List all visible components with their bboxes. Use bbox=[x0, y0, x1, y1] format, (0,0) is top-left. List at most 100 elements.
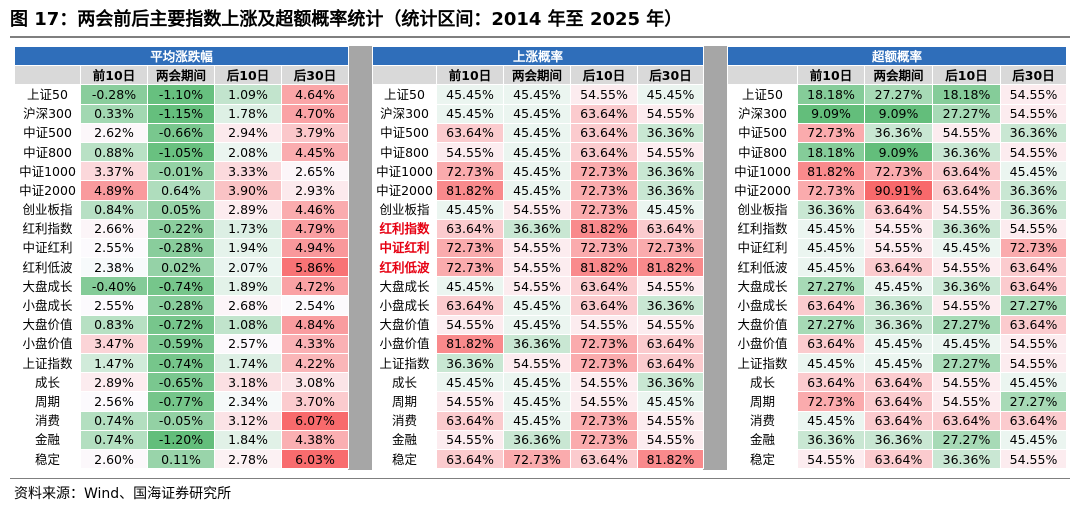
value-cell: 72.73% bbox=[436, 257, 504, 278]
value-cell: 2.68% bbox=[214, 295, 282, 316]
value-cell: 36.36% bbox=[436, 352, 504, 374]
value-cell: 45.45% bbox=[503, 161, 571, 182]
value-cell: 36.36% bbox=[999, 199, 1068, 220]
value-cell: 2.07% bbox=[214, 257, 282, 278]
value-cell: 54.55% bbox=[503, 352, 571, 374]
value-cell: 63.64% bbox=[797, 372, 865, 393]
value-cell: 54.55% bbox=[864, 237, 933, 259]
value-cell: 90.91% bbox=[864, 180, 933, 201]
column-header: 两会期间 bbox=[864, 65, 933, 86]
row-label: 上证指数 bbox=[14, 352, 81, 374]
value-cell: 45.45% bbox=[932, 237, 1001, 259]
table-row: 上证指数 1.47% -0.74% 1.74% 4.22% bbox=[14, 352, 350, 374]
value-cell: 63.64% bbox=[436, 122, 504, 143]
value-cell: 45.45% bbox=[864, 352, 933, 374]
table-row: 创业板指 36.36% 63.64% 54.55% 36.36% bbox=[727, 199, 1068, 220]
value-cell: 72.73% bbox=[436, 237, 504, 259]
column-header-row: 前10日 两会期间 后10日 后30日 bbox=[727, 65, 1068, 86]
row-label: 金融 bbox=[727, 429, 798, 450]
value-cell: 45.45% bbox=[636, 199, 705, 220]
value-cell: 81.82% bbox=[570, 218, 638, 239]
value-cell: 54.55% bbox=[999, 141, 1068, 163]
column-header: 后30日 bbox=[280, 65, 350, 86]
table-row: 中证2000 81.82% 45.45% 72.73% 36.36% bbox=[372, 180, 705, 201]
table-row: 上证指数 45.45% 45.45% 27.27% 54.55% bbox=[727, 352, 1068, 374]
row-label: 中证800 bbox=[727, 141, 798, 163]
row-label: 沪深300 bbox=[372, 103, 437, 124]
value-cell: -0.05% bbox=[147, 410, 215, 431]
table-row: 大盘成长 -0.40% -0.74% 1.89% 4.72% bbox=[14, 276, 350, 297]
value-cell: 45.45% bbox=[503, 314, 571, 335]
value-cell: 2.34% bbox=[214, 391, 282, 412]
value-cell: 36.36% bbox=[932, 276, 1001, 297]
column-header: 后30日 bbox=[999, 65, 1068, 86]
value-cell: 72.73% bbox=[797, 391, 865, 412]
value-cell: 63.64% bbox=[932, 180, 1001, 201]
value-cell: 4.94% bbox=[280, 237, 350, 259]
value-cell: 54.55% bbox=[436, 429, 504, 450]
table-row: 中证500 63.64% 45.45% 63.64% 36.36% bbox=[372, 122, 705, 143]
value-cell: -0.74% bbox=[147, 352, 215, 374]
value-cell: 63.64% bbox=[999, 410, 1068, 431]
value-cell: 54.55% bbox=[570, 314, 638, 335]
value-cell: 27.27% bbox=[932, 429, 1001, 450]
value-cell: -0.74% bbox=[147, 276, 215, 297]
value-cell: 63.64% bbox=[570, 295, 638, 316]
value-cell: 4.38% bbox=[280, 429, 350, 450]
value-cell: 2.60% bbox=[80, 448, 148, 470]
value-cell: 0.11% bbox=[147, 448, 215, 470]
value-cell: 54.55% bbox=[570, 84, 638, 105]
row-label: 小盘价值 bbox=[727, 333, 798, 355]
value-cell: 54.55% bbox=[932, 295, 1001, 316]
value-cell: 72.73% bbox=[570, 199, 638, 220]
value-cell: 36.36% bbox=[636, 161, 705, 182]
table-row: 成长 2.89% -0.65% 3.18% 3.08% bbox=[14, 372, 350, 393]
value-cell: 54.55% bbox=[864, 218, 933, 239]
table-row: 小盘成长 63.64% 45.45% 63.64% 36.36% bbox=[372, 295, 705, 316]
value-cell: 45.45% bbox=[503, 141, 571, 163]
value-cell: 18.18% bbox=[932, 84, 1001, 105]
value-cell: 45.45% bbox=[999, 429, 1068, 450]
value-cell: 45.45% bbox=[864, 276, 933, 297]
value-cell: 63.64% bbox=[436, 448, 504, 470]
value-cell: 45.45% bbox=[797, 257, 865, 278]
table-row: 中证800 54.55% 45.45% 63.64% 54.55% bbox=[372, 141, 705, 163]
value-cell: 6.07% bbox=[280, 410, 350, 431]
row-label: 大盘成长 bbox=[14, 276, 81, 297]
value-cell: 1.08% bbox=[214, 314, 282, 335]
value-cell: 4.72% bbox=[280, 276, 350, 297]
table-row: 中证500 2.62% -0.66% 2.94% 3.79% bbox=[14, 122, 350, 143]
value-cell: 36.36% bbox=[797, 429, 865, 450]
value-cell: 54.55% bbox=[932, 122, 1001, 143]
value-cell: 3.33% bbox=[214, 161, 282, 182]
table-row: 大盘成长 45.45% 54.55% 63.64% 54.55% bbox=[372, 276, 705, 297]
row-label: 中证800 bbox=[14, 141, 81, 163]
value-cell: 18.18% bbox=[797, 141, 865, 163]
value-cell: 45.45% bbox=[503, 122, 571, 143]
value-cell: 36.36% bbox=[636, 372, 705, 393]
value-cell: 2.89% bbox=[214, 199, 282, 220]
value-cell: 2.38% bbox=[80, 257, 148, 278]
value-cell: 3.90% bbox=[214, 180, 282, 201]
value-cell: 72.73% bbox=[570, 410, 638, 431]
value-cell: 45.45% bbox=[999, 161, 1068, 182]
table-row: 金融 54.55% 36.36% 72.73% 54.55% bbox=[372, 429, 705, 450]
value-cell: 1.89% bbox=[214, 276, 282, 297]
table-row: 红利指数 45.45% 54.55% 36.36% 54.55% bbox=[727, 218, 1068, 239]
value-cell: 27.27% bbox=[999, 295, 1068, 316]
table-row: 周期 2.56% -0.77% 2.34% 3.70% bbox=[14, 391, 350, 412]
value-cell: 0.83% bbox=[80, 314, 148, 335]
column-header: 前10日 bbox=[80, 65, 148, 86]
value-cell: 0.84% bbox=[80, 199, 148, 220]
row-label: 周期 bbox=[727, 391, 798, 412]
panel-header-row: 超额概率 bbox=[726, 45, 1068, 67]
value-cell: 63.64% bbox=[932, 161, 1001, 182]
value-cell: 45.45% bbox=[797, 352, 865, 374]
value-cell: 54.55% bbox=[999, 218, 1068, 239]
value-cell: -0.22% bbox=[147, 218, 215, 239]
value-cell: 27.27% bbox=[932, 352, 1001, 374]
row-label: 小盘成长 bbox=[727, 295, 798, 316]
value-cell: 2.54% bbox=[280, 295, 350, 316]
table-row: 中证500 72.73% 36.36% 54.55% 36.36% bbox=[727, 122, 1068, 143]
table-row: 稳定 63.64% 72.73% 63.64% 81.82% bbox=[372, 448, 705, 470]
